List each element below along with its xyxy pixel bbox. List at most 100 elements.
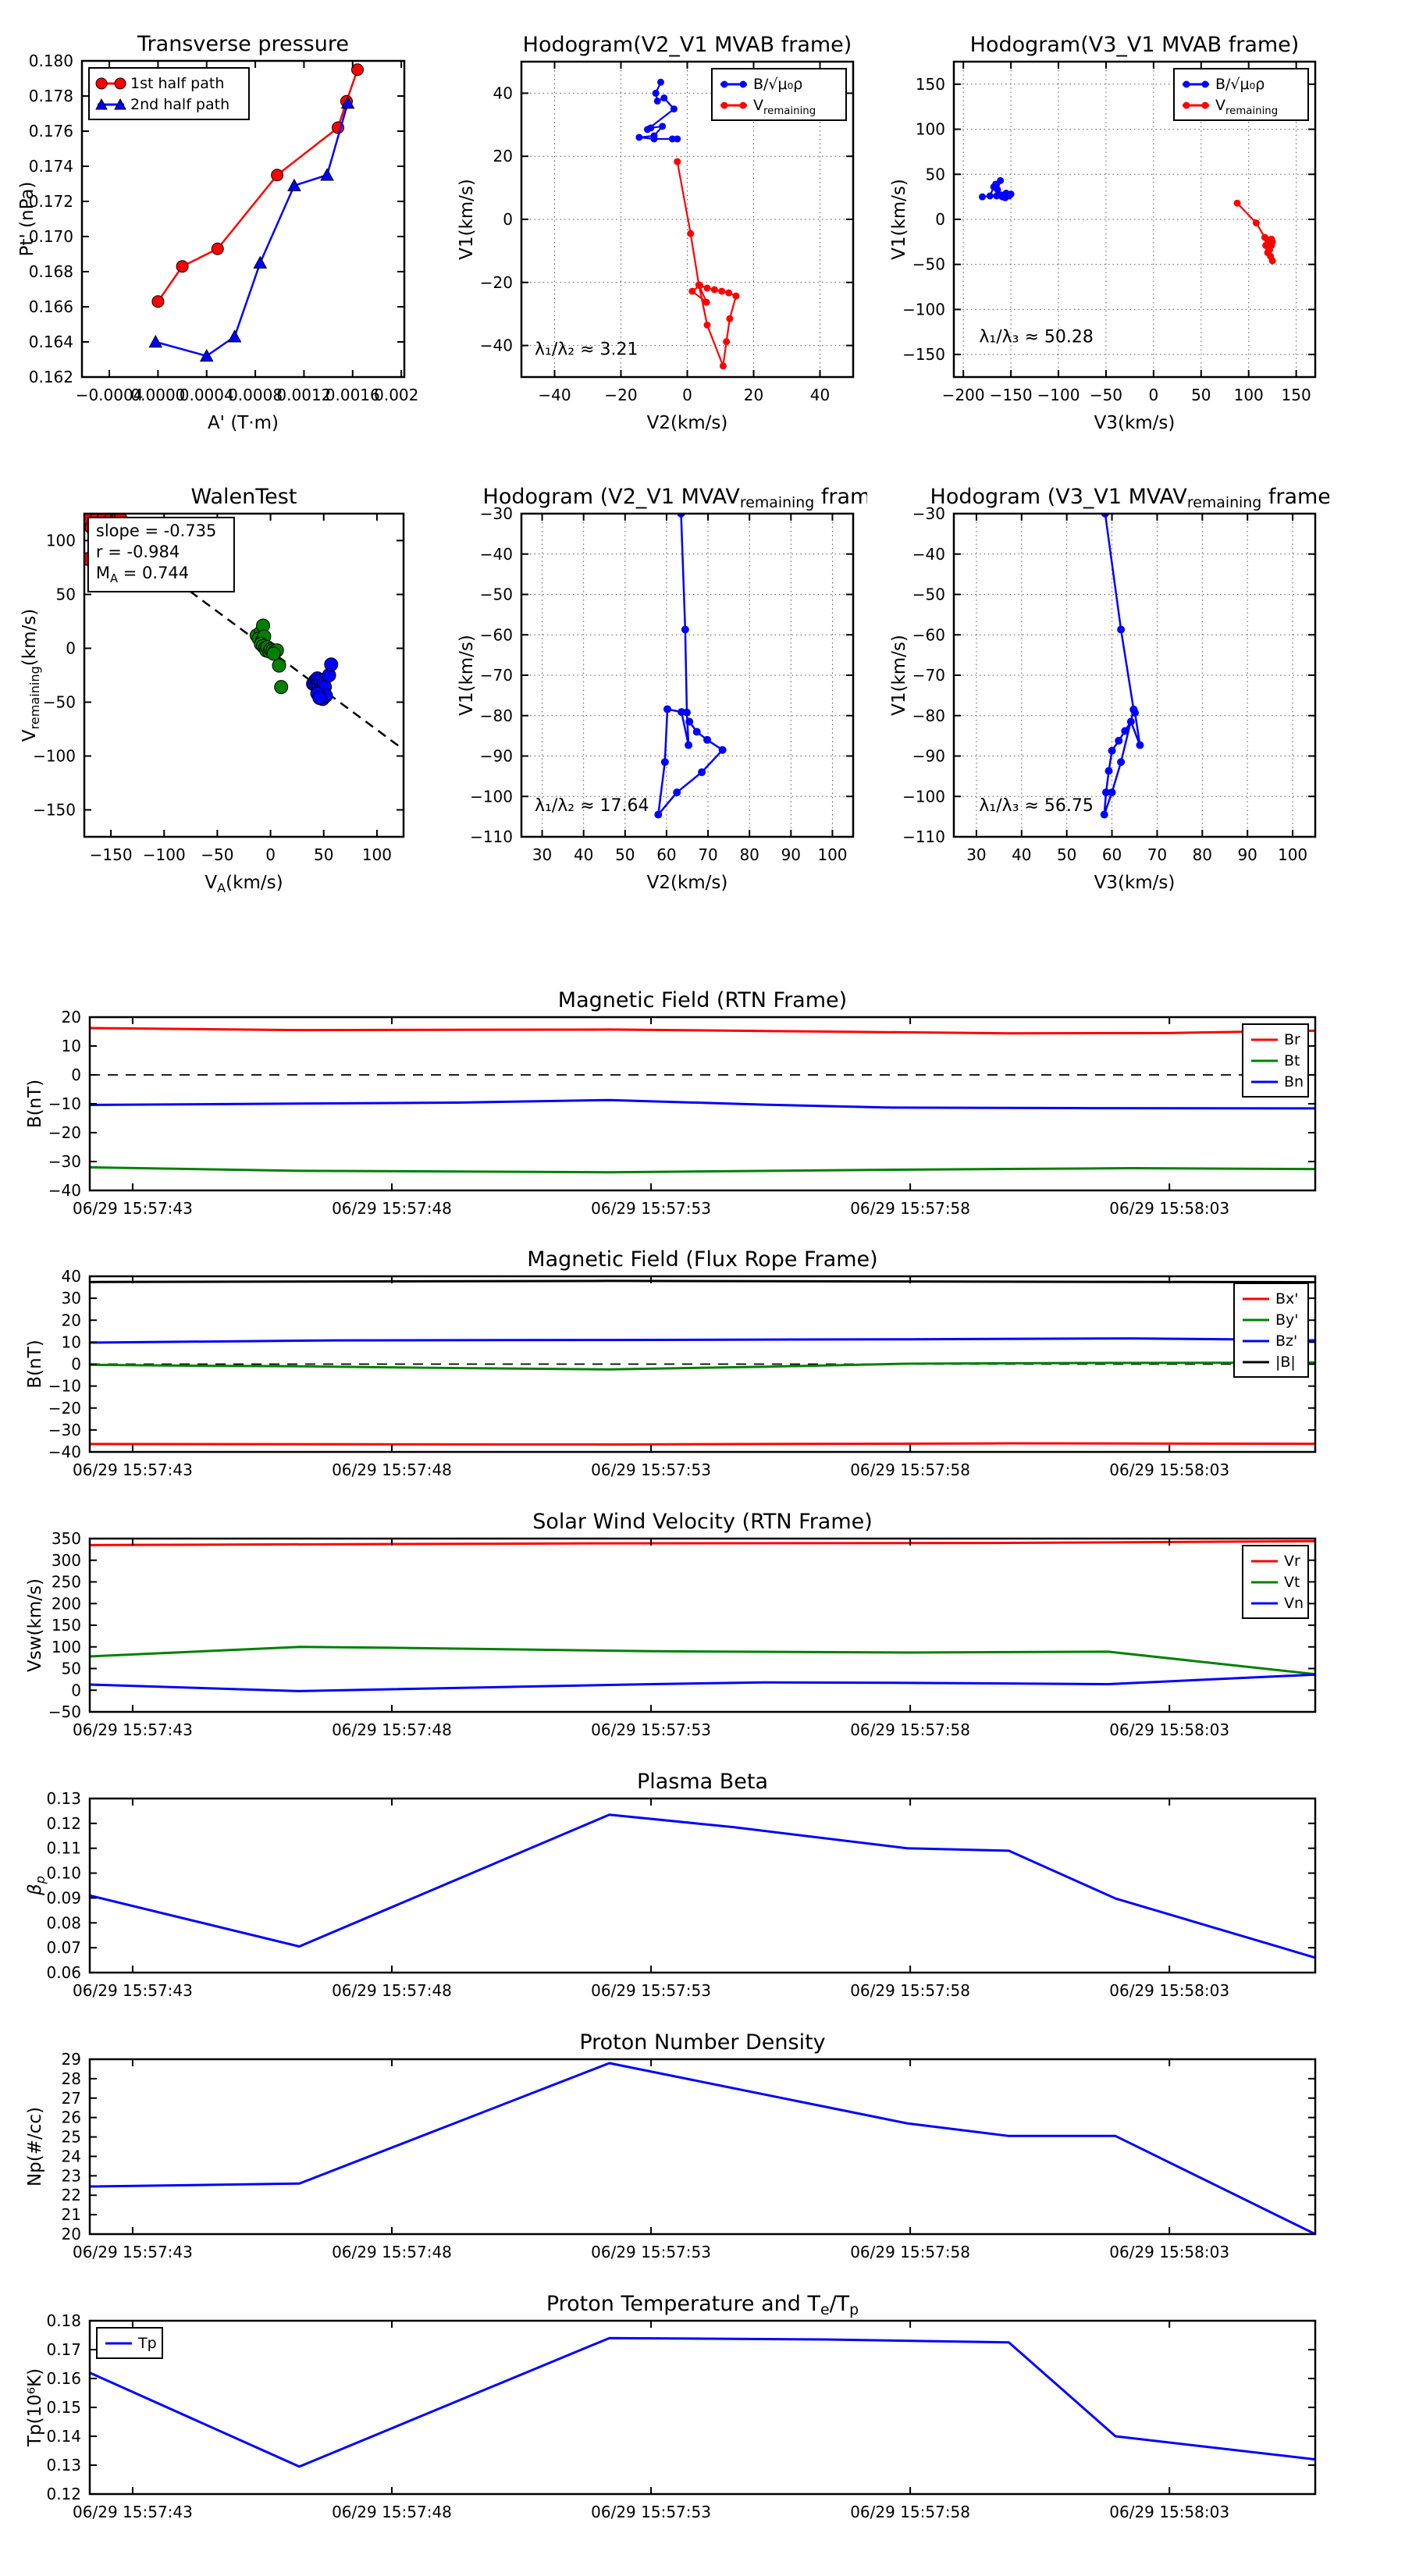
- x-tick-label: 06/29 15:57:58: [850, 1461, 970, 1479]
- x-tick-label: 20: [744, 386, 763, 404]
- x-tick-label: 30: [966, 845, 986, 864]
- y-tick-label: 0.178: [29, 87, 73, 105]
- y-tick-label: 40: [62, 1267, 81, 1286]
- x-tick-label: 06/29 15:57:53: [591, 1199, 711, 1218]
- y-tick-label: 0.176: [29, 122, 73, 141]
- y-tick-label: 20: [62, 2225, 81, 2243]
- y-tick-label: 21: [62, 2205, 81, 2224]
- y-tick-label: 0.12: [46, 1814, 81, 1833]
- legend: Bx' By' Bz' |B|: [1233, 1283, 1309, 1378]
- y-tick-label: 0: [71, 1681, 81, 1699]
- y-tick-label: 100: [52, 1638, 81, 1656]
- x-tick-label: 06/29 15:57:43: [73, 1461, 193, 1479]
- y-tick-label: 0.06: [46, 1963, 81, 1982]
- y-axis-label: Pt' (nPa): [17, 182, 37, 257]
- legend-label: Vremaining: [1215, 97, 1278, 117]
- legend-label: By': [1275, 1311, 1299, 1329]
- y-tick-label: −60: [480, 625, 513, 644]
- x-tick-label: 90: [1237, 845, 1257, 864]
- x-tick-label: 0.0016: [325, 386, 380, 404]
- stats-box: slope = -0.735 r = -0.984 MA = 0.744: [87, 516, 235, 592]
- x-tick-label: 0.0004: [180, 386, 234, 404]
- proton-number-density-series-np: [89, 2062, 1316, 2235]
- x-tick-label: 06/29 15:57:58: [850, 2243, 970, 2261]
- x-tick-label: 0: [1149, 386, 1159, 404]
- solar-wind-velocity-chart: 06/29 15:57:43 06/29 15:57:48 06/29 15:57:…: [25, 1510, 1317, 1739]
- y-tick-label: 10: [62, 1332, 81, 1351]
- legend-label: Vremaining: [753, 97, 816, 117]
- legend-label: |B|: [1275, 1354, 1296, 1371]
- x-tick-label: 100: [1278, 845, 1307, 864]
- y-tick-label: 0.172: [29, 192, 73, 211]
- x-tick-label: 50: [1057, 845, 1076, 864]
- y-axis-label: B(nT): [25, 1080, 45, 1128]
- legend-label: 2nd half path: [130, 96, 229, 113]
- x-tick-label: 06/29 15:57:58: [850, 1199, 970, 1218]
- y-tick-label: −20: [48, 1399, 81, 1418]
- chart-title: Hodogram(V3_V1 MVAB frame): [970, 33, 1300, 57]
- x-axis-label: V3(km/s): [1094, 873, 1176, 893]
- y-tick-label: 0: [71, 1066, 81, 1084]
- chart-title: Magnetic Field (Flux Rope Frame): [527, 1247, 877, 1272]
- x-tick-label: 06/29 15:57:48: [332, 2503, 452, 2521]
- x-tick-label: −50: [1090, 386, 1122, 404]
- legend-label: Vn: [1284, 1595, 1304, 1612]
- y-axis-label: B(nT): [25, 1340, 45, 1388]
- y-tick-label: −50: [48, 1703, 81, 1721]
- y-tick-label: −150: [902, 345, 945, 364]
- x-tick-label: 06/29 15:57:53: [591, 2243, 711, 2261]
- y-tick-label: 20: [493, 147, 513, 165]
- y-tick-label: 0.14: [46, 2427, 81, 2446]
- y-tick-label: 0.174: [29, 157, 73, 176]
- y-tick-label: 29: [62, 2050, 81, 2069]
- x-tick-label: 50: [1191, 386, 1211, 404]
- x-tick-label: 06/29 15:58:03: [1109, 2243, 1229, 2261]
- y-tick-label: 10: [62, 1037, 81, 1055]
- proton-temperature-series-tp: [89, 2336, 1316, 2468]
- x-tick-label: 06/29 15:57:58: [850, 1981, 970, 2000]
- x-tick-label: 50: [615, 845, 635, 864]
- x-tick-label: 06/29 15:57:43: [73, 2503, 193, 2521]
- x-tick-label: 60: [1102, 845, 1122, 864]
- x-tick-label: 100: [817, 845, 847, 864]
- chart-title: Hodogram (V2_V1 MVAVremaining frame): [483, 485, 867, 511]
- x-tick-label: 06/29 15:58:03: [1109, 1720, 1229, 1739]
- chart-title: Hodogram(V2_V1 MVAB frame): [523, 33, 852, 57]
- y-tick-label: −110: [902, 827, 945, 846]
- legend-label: B/√μ₀ρ: [1215, 76, 1264, 93]
- x-tick-label: −100: [1037, 386, 1080, 404]
- y-tick-label: 28: [62, 2069, 81, 2088]
- legend-label: Bt: [1284, 1052, 1300, 1069]
- x-tick-label: 06/29 15:57:43: [73, 1720, 193, 1739]
- y-tick-label: −70: [912, 666, 945, 685]
- magnetic-field-rtn-series-bt: [89, 1165, 1316, 1174]
- y-tick-label: 100: [916, 120, 945, 139]
- y-tick-label: 25: [62, 2128, 81, 2147]
- y-axis-label: Tp(10⁶K): [25, 2368, 45, 2447]
- axes-frame: [88, 1797, 1317, 1974]
- y-tick-label: 100: [46, 532, 76, 550]
- y-axis-label: Vsw(km/s): [25, 1578, 45, 1672]
- x-tick-label: 06/29 15:57:58: [850, 2503, 970, 2521]
- x-tick-label: 06/29 15:57:53: [591, 1720, 711, 1739]
- x-tick-label: 100: [1234, 386, 1264, 404]
- x-tick-label: 06/29 15:57:48: [332, 2243, 452, 2261]
- y-tick-label: 0: [66, 639, 76, 658]
- y-tick-label: 0.164: [29, 333, 73, 351]
- y-tick-label: 23: [62, 2166, 81, 2185]
- y-axis-label: V1(km/s): [889, 179, 909, 260]
- legend-label: B/√μ₀ρ: [753, 76, 802, 93]
- y-tick-label: −40: [480, 336, 513, 355]
- x-tick-label: 0.0012: [276, 386, 331, 404]
- chart-title: Solar Wind Velocity (RTN Frame): [532, 1510, 873, 1534]
- x-tick-label: −20: [604, 386, 637, 404]
- x-tick-label: 06/29 15:57:53: [591, 2503, 711, 2521]
- x-tick-label: 06/29 15:58:03: [1109, 1461, 1229, 1479]
- y-tick-label: 350: [52, 1529, 81, 1548]
- magnetic-field-flux-rope-series-bx-: [89, 1442, 1316, 1446]
- chart-title: Proton Number Density: [579, 2030, 825, 2055]
- annotation-text: λ₁/λ₂ ≈ 17.64: [535, 796, 649, 816]
- x-tick-label: −50: [201, 845, 233, 864]
- x-tick-label: 06/29 15:57:48: [332, 1720, 452, 1739]
- y-tick-label: 0.170: [29, 227, 73, 246]
